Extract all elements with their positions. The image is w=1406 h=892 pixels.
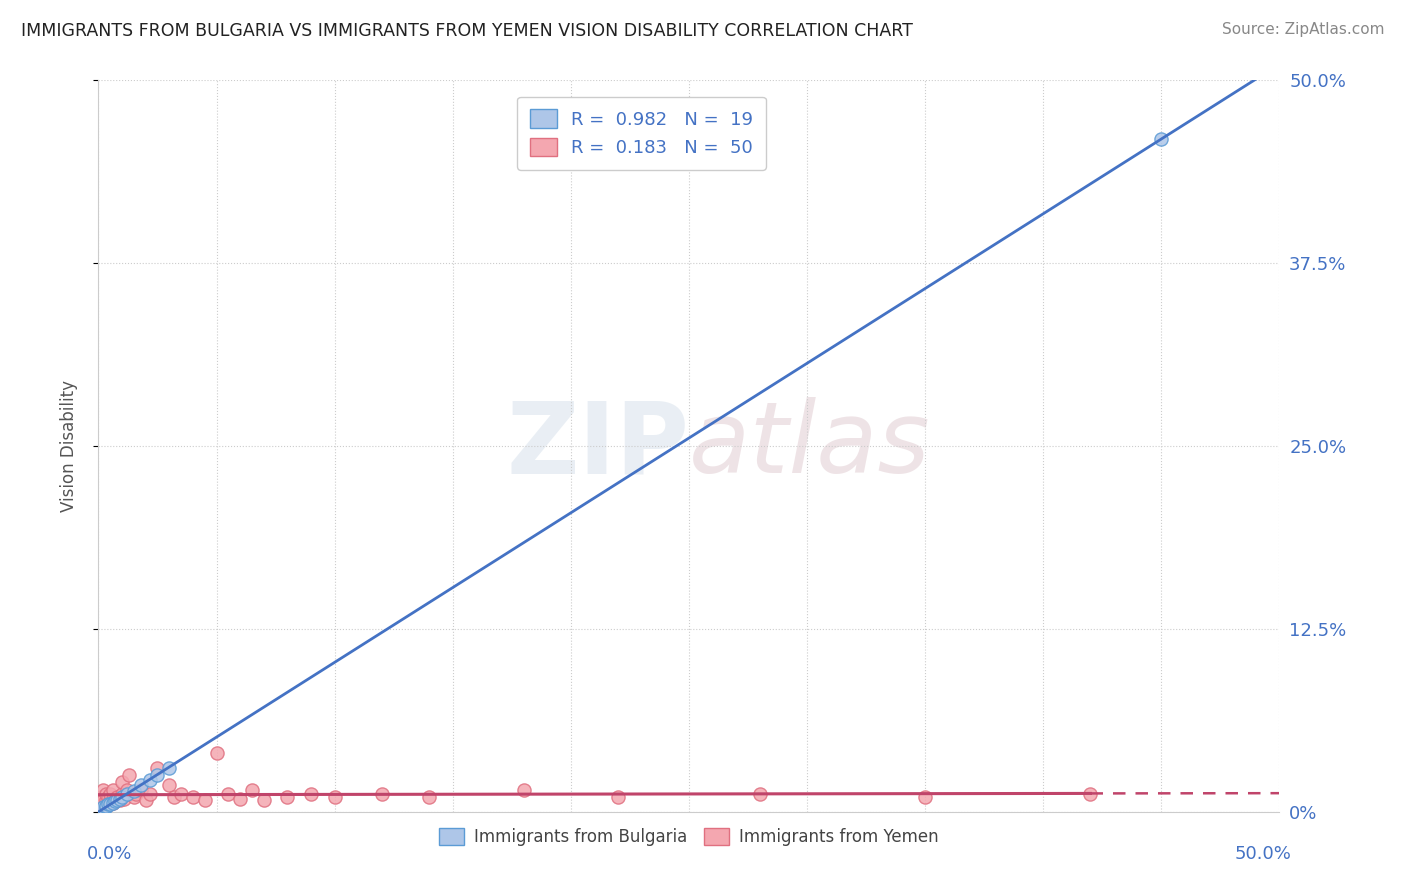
- Point: [111, 790, 134, 805]
- Point: [139, 787, 162, 801]
- Point: [170, 787, 193, 801]
- Point: [229, 791, 252, 805]
- Point: [94, 797, 117, 812]
- Point: [91, 802, 114, 816]
- Point: [104, 795, 127, 809]
- Point: [97, 797, 120, 812]
- Point: [98, 787, 121, 801]
- Point: [129, 778, 152, 792]
- Point: [108, 791, 131, 805]
- Point: [139, 772, 162, 787]
- Point: [122, 784, 145, 798]
- Point: [94, 787, 117, 801]
- Point: [1150, 132, 1173, 146]
- Point: [90, 803, 112, 817]
- Point: [205, 746, 228, 760]
- Point: [146, 768, 169, 782]
- Point: [91, 793, 114, 807]
- Point: [129, 782, 152, 797]
- Point: [323, 790, 346, 805]
- Legend: Immigrants from Bulgaria, Immigrants from Yemen: Immigrants from Bulgaria, Immigrants fro…: [430, 820, 948, 855]
- Point: [94, 798, 117, 813]
- Y-axis label: Vision Disability: Vision Disability: [59, 380, 77, 512]
- Point: [94, 800, 117, 814]
- Point: [163, 790, 186, 805]
- Point: [135, 793, 157, 807]
- Point: [101, 796, 124, 810]
- Point: [94, 793, 117, 807]
- Point: [240, 782, 263, 797]
- Point: [90, 797, 112, 812]
- Point: [914, 790, 936, 805]
- Point: [299, 787, 322, 801]
- Point: [98, 797, 121, 812]
- Point: [157, 778, 180, 792]
- Point: [108, 793, 131, 807]
- Point: [91, 782, 114, 797]
- Point: [122, 790, 145, 805]
- Text: 0.0%: 0.0%: [87, 845, 132, 863]
- Point: [98, 797, 121, 812]
- Text: Source: ZipAtlas.com: Source: ZipAtlas.com: [1222, 22, 1385, 37]
- Point: [253, 793, 276, 807]
- Point: [101, 791, 124, 805]
- Point: [157, 761, 180, 775]
- Point: [607, 790, 630, 805]
- Point: [97, 790, 120, 805]
- Point: [418, 790, 440, 805]
- Text: IMMIGRANTS FROM BULGARIA VS IMMIGRANTS FROM YEMEN VISION DISABILITY CORRELATION : IMMIGRANTS FROM BULGARIA VS IMMIGRANTS F…: [21, 22, 912, 40]
- Point: [115, 782, 138, 797]
- Point: [97, 796, 120, 810]
- Point: [217, 787, 239, 801]
- Point: [371, 787, 394, 801]
- Point: [181, 790, 204, 805]
- Point: [105, 793, 128, 807]
- Point: [115, 787, 138, 801]
- Point: [748, 787, 770, 801]
- Point: [125, 787, 148, 801]
- Point: [98, 793, 121, 807]
- Text: ZIP: ZIP: [506, 398, 689, 494]
- Point: [146, 761, 169, 775]
- Point: [111, 787, 134, 801]
- Point: [101, 782, 124, 797]
- Point: [91, 800, 114, 814]
- Point: [104, 795, 127, 809]
- Point: [194, 793, 217, 807]
- Point: [512, 782, 534, 797]
- Point: [101, 796, 124, 810]
- Point: [91, 797, 114, 812]
- Point: [112, 791, 135, 805]
- Text: atlas: atlas: [689, 398, 931, 494]
- Point: [105, 790, 128, 805]
- Point: [276, 790, 298, 805]
- Point: [90, 790, 112, 805]
- Point: [118, 768, 141, 782]
- Text: 50.0%: 50.0%: [1234, 845, 1291, 863]
- Point: [111, 775, 134, 789]
- Point: [1080, 787, 1102, 801]
